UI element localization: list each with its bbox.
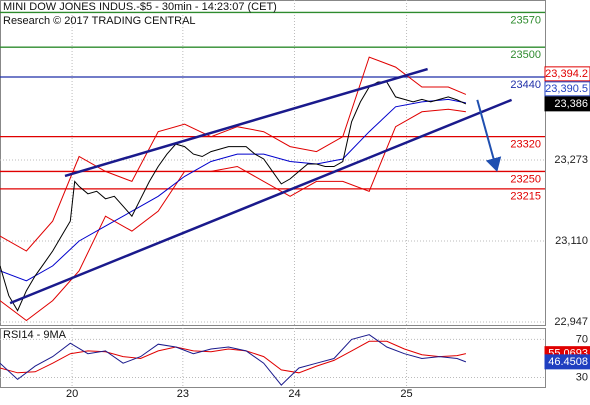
series-line	[0, 81, 467, 312]
price-tag-label: 23,390.5	[545, 83, 588, 95]
panel-title: RSI14 - 9MA	[3, 329, 67, 341]
forecast-arrow	[476, 99, 502, 172]
price-tag-label: 23,386	[554, 98, 588, 110]
y-tick-label: 22,947	[554, 316, 588, 328]
x-tick-label: 24	[288, 388, 300, 400]
series-line	[0, 98, 466, 282]
y-tick-label: 30	[576, 371, 588, 383]
level-label: 23500	[510, 49, 541, 61]
price-tag	[544, 81, 590, 97]
series-line	[0, 108, 466, 322]
x-tick-label: 25	[400, 388, 412, 400]
y-tick-label: 23,110	[555, 235, 588, 247]
trend-line	[9, 98, 513, 305]
series-line	[0, 340, 467, 374]
price-tag	[544, 66, 590, 82]
price-tag	[544, 354, 590, 370]
panel-subtitle: Research © 2017 TRADING CENTRAL	[3, 15, 196, 27]
price-tag-label: 46.4508	[548, 356, 588, 368]
y-tick-label: 23,273	[554, 154, 588, 166]
rsi-frame	[0, 328, 546, 388]
x-tick-label: 20	[66, 388, 78, 400]
level-label: 23570	[510, 14, 541, 26]
main-frame	[0, 0, 546, 326]
level-label: 23215	[510, 191, 541, 203]
level-label: 23320	[510, 139, 541, 151]
level-label: 23440	[510, 79, 541, 91]
trend-line	[64, 67, 428, 178]
x-tick-label: 23	[177, 388, 189, 400]
price-tag	[544, 96, 590, 112]
y-tick-label: 70	[576, 333, 588, 345]
series-line	[0, 334, 467, 386]
panel-title: MINI DOW JONES INDUS.-$5 - 30min - 14:23…	[3, 1, 277, 13]
price-tag-label: 23,394.2	[545, 68, 588, 80]
level-label: 23250	[510, 173, 541, 185]
series-line	[0, 56, 467, 252]
